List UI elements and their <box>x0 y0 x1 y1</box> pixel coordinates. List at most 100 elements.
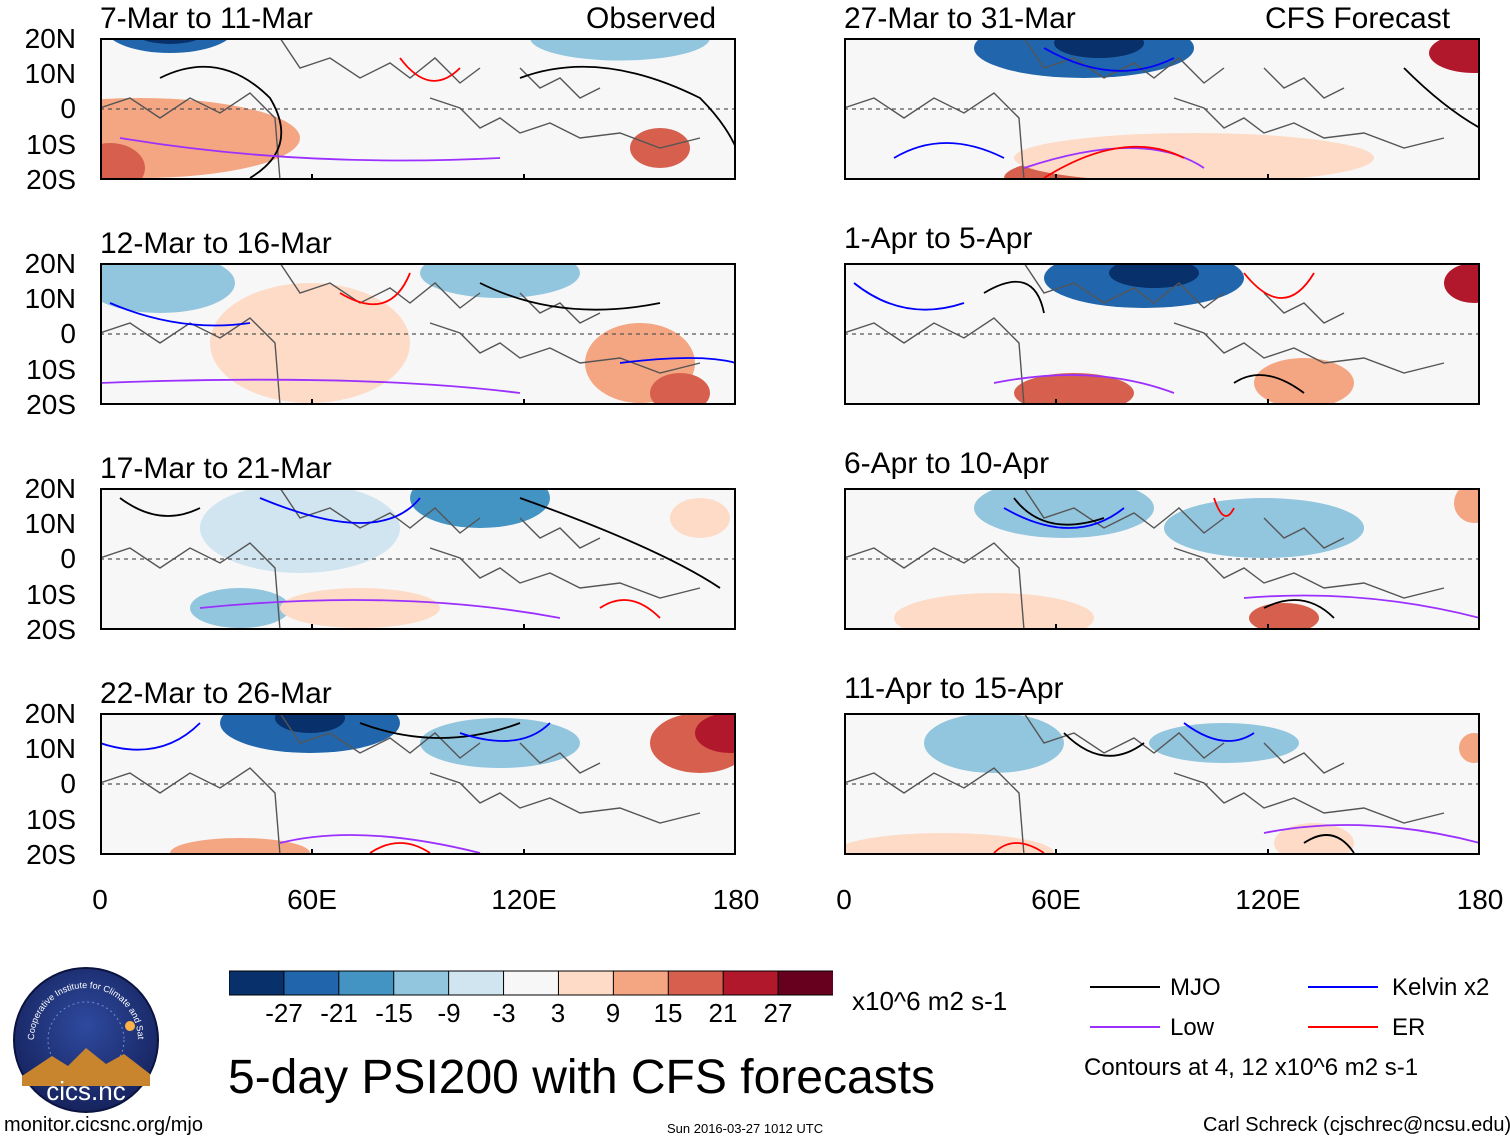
map-panel <box>844 263 1480 405</box>
anomaly-region <box>100 98 300 178</box>
lat-label: 20N <box>24 698 76 729</box>
coastline <box>1023 263 1225 309</box>
legend-label-kelvin: Kelvin x2 <box>1392 974 1490 1001</box>
wave-contour <box>1023 147 1205 169</box>
wave-contour <box>619 357 736 364</box>
anomaly-region <box>1459 733 1480 763</box>
anomaly-region <box>1429 38 1480 73</box>
lat-label: 10N <box>24 58 76 89</box>
coastline <box>844 767 1025 855</box>
coastline <box>100 767 281 855</box>
anomaly-region <box>110 38 230 53</box>
lat-label: 0 <box>60 93 76 124</box>
anomaly-region <box>894 593 1094 630</box>
wave-contour <box>399 57 461 82</box>
coastline <box>844 542 1025 630</box>
anomaly-region <box>420 718 580 768</box>
coastline <box>1263 742 1345 774</box>
wave-contour <box>359 722 521 739</box>
lat-label: 0 <box>60 318 76 349</box>
wave-contour <box>119 497 201 517</box>
anomaly-region <box>1274 823 1354 855</box>
wave-contour <box>893 142 1005 159</box>
anomaly-region <box>190 588 290 628</box>
lat-label: 20N <box>24 248 76 279</box>
colorbar-tick: 27 <box>763 998 793 1028</box>
wave-contour <box>993 842 1045 854</box>
wave-contour <box>599 599 661 619</box>
map-panel <box>844 713 1480 855</box>
wave-contour <box>1043 47 1175 72</box>
lon-label: 180 <box>712 884 760 915</box>
lon-label: 0 <box>92 884 108 915</box>
map-frame <box>100 713 736 855</box>
colorbar-tick: 9 <box>605 998 621 1028</box>
anomaly-region <box>1014 373 1134 405</box>
lat-label: 20N <box>24 473 76 504</box>
wave-contour <box>259 497 421 524</box>
colorbar-tick: -27 <box>265 998 303 1028</box>
lat-label: 0 <box>60 543 76 574</box>
colorbar-units: x10^6 m2 s-1 <box>852 986 1008 1016</box>
lon-label: 120E <box>491 884 557 915</box>
logo-graphic: Cooperative Institute for Climate and Sa… <box>9 958 159 1113</box>
anomaly-region <box>100 263 235 313</box>
colorbar-swatch <box>667 970 725 996</box>
wave-contour <box>1183 722 1255 742</box>
footer-author: Carl Schreck (cjschrec@ncsu.edu) <box>1203 1114 1510 1136</box>
footer-url: monitor.cicsnc.org/mjo <box>4 1114 203 1136</box>
coastline <box>1023 38 1225 84</box>
anomaly-region <box>844 833 1054 855</box>
wave-contour <box>459 722 551 742</box>
coastline <box>429 547 701 599</box>
lat-label: 10N <box>24 733 76 764</box>
panel-title: 22-Mar to 26-Mar <box>100 677 332 710</box>
wave-contour <box>1043 145 1185 179</box>
anomaly-region <box>170 838 310 855</box>
wave-contour <box>279 834 481 854</box>
coastline <box>1023 713 1225 759</box>
lon-label: 60E <box>1031 884 1081 915</box>
wave-contour <box>1243 594 1480 619</box>
lat-label: 10S <box>26 129 76 160</box>
coastline <box>519 517 601 549</box>
anomaly-region <box>924 713 1064 773</box>
panel-title: 6-Apr to 10-Apr <box>844 447 1050 480</box>
anomaly-region <box>1164 498 1364 558</box>
coastline <box>519 292 601 324</box>
wave-contour <box>100 722 201 751</box>
map-frame <box>844 713 1480 855</box>
anomaly-region <box>1444 263 1480 303</box>
anomaly-region <box>100 143 145 180</box>
colorbar-tick: 3 <box>550 998 566 1028</box>
wave-contour <box>339 272 411 306</box>
coastline <box>429 772 701 824</box>
panel-title: 11-Apr to 15-Apr <box>844 672 1064 705</box>
legend-label-low: Low <box>1170 1014 1215 1041</box>
anomaly-region <box>210 283 410 403</box>
map-panel <box>100 488 736 630</box>
colorbar-swatch <box>722 970 780 996</box>
legend-note: Contours at 4, 12 x10^6 m2 s-1 <box>1084 1054 1419 1081</box>
wave-contour <box>1013 497 1105 526</box>
coastline <box>1263 67 1345 99</box>
anomaly-region <box>1254 358 1354 405</box>
wave-contour <box>1063 732 1145 757</box>
map-frame <box>844 38 1480 180</box>
panel-title: 27-Mar to 31-Mar <box>844 2 1076 35</box>
coastline <box>844 92 1025 180</box>
wave-contour <box>100 378 521 394</box>
colorbar-bar <box>229 970 833 996</box>
wave-contour <box>369 842 431 854</box>
colorbar-tick: -21 <box>320 998 358 1028</box>
map-frame <box>100 263 736 405</box>
coastline <box>844 317 1025 405</box>
colorbar-swatch <box>393 970 450 996</box>
wave-contour <box>853 282 965 311</box>
map-panel <box>100 713 736 855</box>
colorbar-tick: -15 <box>375 998 413 1028</box>
panel-title: 17-Mar to 21-Mar <box>100 452 332 485</box>
lat-label: 10N <box>24 283 76 314</box>
wave-contour <box>1263 824 1480 844</box>
coastline <box>519 742 601 774</box>
